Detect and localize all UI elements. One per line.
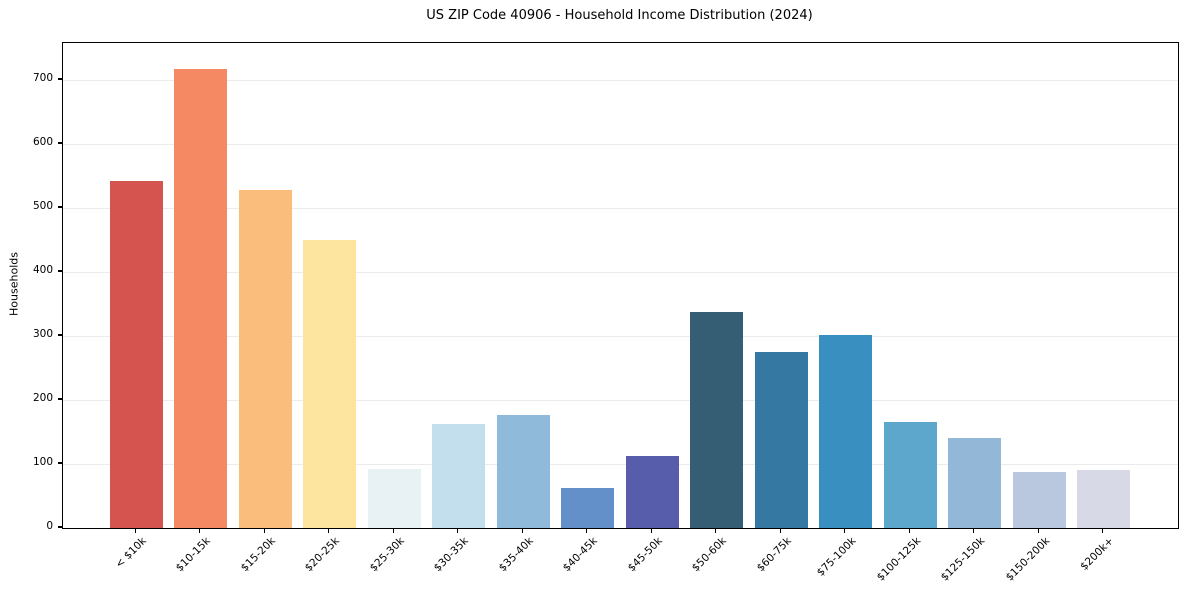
- y-tick-mark: [57, 398, 62, 400]
- x-tick-mark: [715, 528, 717, 533]
- bar-$100-125k: [883, 421, 937, 528]
- bar-$10-15k: [174, 69, 228, 528]
- y-axis-label: Households: [7, 252, 21, 316]
- bar-$200k+: [1077, 469, 1131, 528]
- y-tick-label-600: 600: [32, 136, 53, 148]
- x-tick-mark: [779, 528, 781, 533]
- x-tick-mark: [973, 528, 975, 533]
- x-tick-label-$125-150k: $125-150k: [938, 535, 988, 584]
- x-tick-label-$100-125k: $100-125k: [874, 535, 923, 584]
- x-tick-label-$15-20k: $15-20k: [238, 535, 278, 575]
- x-tick-label-$60-75k: $60-75k: [754, 535, 794, 575]
- gridline-y200: [63, 399, 1178, 401]
- bar-$75-100k: [819, 334, 873, 528]
- x-tick-label-$150-200k: $150-200k: [1003, 535, 1052, 584]
- y-tick-label-200: 200: [32, 392, 53, 404]
- gridline-y300: [63, 335, 1178, 337]
- bar-$20-25k: [303, 240, 357, 528]
- gridline-y400: [63, 271, 1178, 273]
- bar-$40-45k: [561, 488, 615, 528]
- bar-$125-150k: [948, 437, 1002, 528]
- x-tick-mark: [650, 528, 652, 533]
- y-tick-mark: [57, 142, 62, 144]
- x-tick-mark: [1037, 528, 1039, 533]
- x-tick-label-$45-50k: $45-50k: [625, 535, 665, 575]
- y-tick-mark: [57, 334, 62, 336]
- x-tick-label-$10-15k: $10-15k: [174, 535, 214, 575]
- x-tick-mark: [586, 528, 588, 533]
- bar-$150-200k: [1012, 472, 1066, 528]
- x-tick-mark: [392, 528, 394, 533]
- bar-$15-20k: [238, 190, 292, 528]
- y-tick-label-100: 100: [32, 456, 53, 468]
- x-tick-label-$50-60k: $50-60k: [690, 535, 730, 575]
- x-tick-label-$35-40k: $35-40k: [496, 535, 536, 575]
- y-tick-label-0: 0: [46, 520, 53, 532]
- bar-$30-35k: [432, 423, 486, 528]
- y-tick-label-300: 300: [32, 328, 53, 340]
- x-tick-mark: [457, 528, 459, 533]
- x-tick-label-$75-100k: $75-100k: [814, 535, 859, 579]
- y-tick-label-700: 700: [32, 72, 53, 84]
- x-tick-mark: [521, 528, 523, 533]
- x-tick-mark: [199, 528, 201, 533]
- chart-title: US ZIP Code 40906 - Household Income Dis…: [426, 8, 813, 23]
- x-tick-label-$30-35k: $30-35k: [432, 535, 472, 575]
- y-tick-mark: [57, 78, 62, 80]
- y-tick-label-500: 500: [32, 200, 53, 212]
- x-tick-label-$200k+: $200k+: [1078, 535, 1117, 573]
- y-tick-mark: [57, 206, 62, 208]
- x-tick-label-$40-45k: $40-45k: [561, 535, 601, 575]
- gridline-y700: [63, 79, 1178, 81]
- bar-$45-50k: [625, 456, 679, 528]
- y-tick-label-400: 400: [32, 264, 53, 276]
- x-tick-mark: [1102, 528, 1104, 533]
- bar-$60-75k: [754, 352, 808, 528]
- gridline-y600: [63, 143, 1178, 145]
- x-tick-label-$20-25k: $20-25k: [303, 535, 343, 575]
- x-tick-mark: [328, 528, 330, 533]
- bar-$50-60k: [690, 312, 744, 528]
- x-tick-label-< $10k: < $10k: [113, 535, 149, 571]
- x-tick-mark: [134, 528, 136, 533]
- bar-$25-30k: [367, 469, 421, 528]
- plot-area: [62, 42, 1179, 529]
- y-tick-mark: [57, 526, 62, 528]
- gridline-y100: [63, 463, 1178, 465]
- bar-$35-40k: [496, 414, 550, 528]
- x-tick-label-$25-30k: $25-30k: [367, 535, 407, 575]
- y-tick-mark: [57, 462, 62, 464]
- y-tick-mark: [57, 270, 62, 272]
- x-tick-mark: [844, 528, 846, 533]
- gridline-y500: [63, 207, 1178, 209]
- x-tick-mark: [263, 528, 265, 533]
- bar-< $10k: [109, 181, 163, 528]
- x-tick-mark: [908, 528, 910, 533]
